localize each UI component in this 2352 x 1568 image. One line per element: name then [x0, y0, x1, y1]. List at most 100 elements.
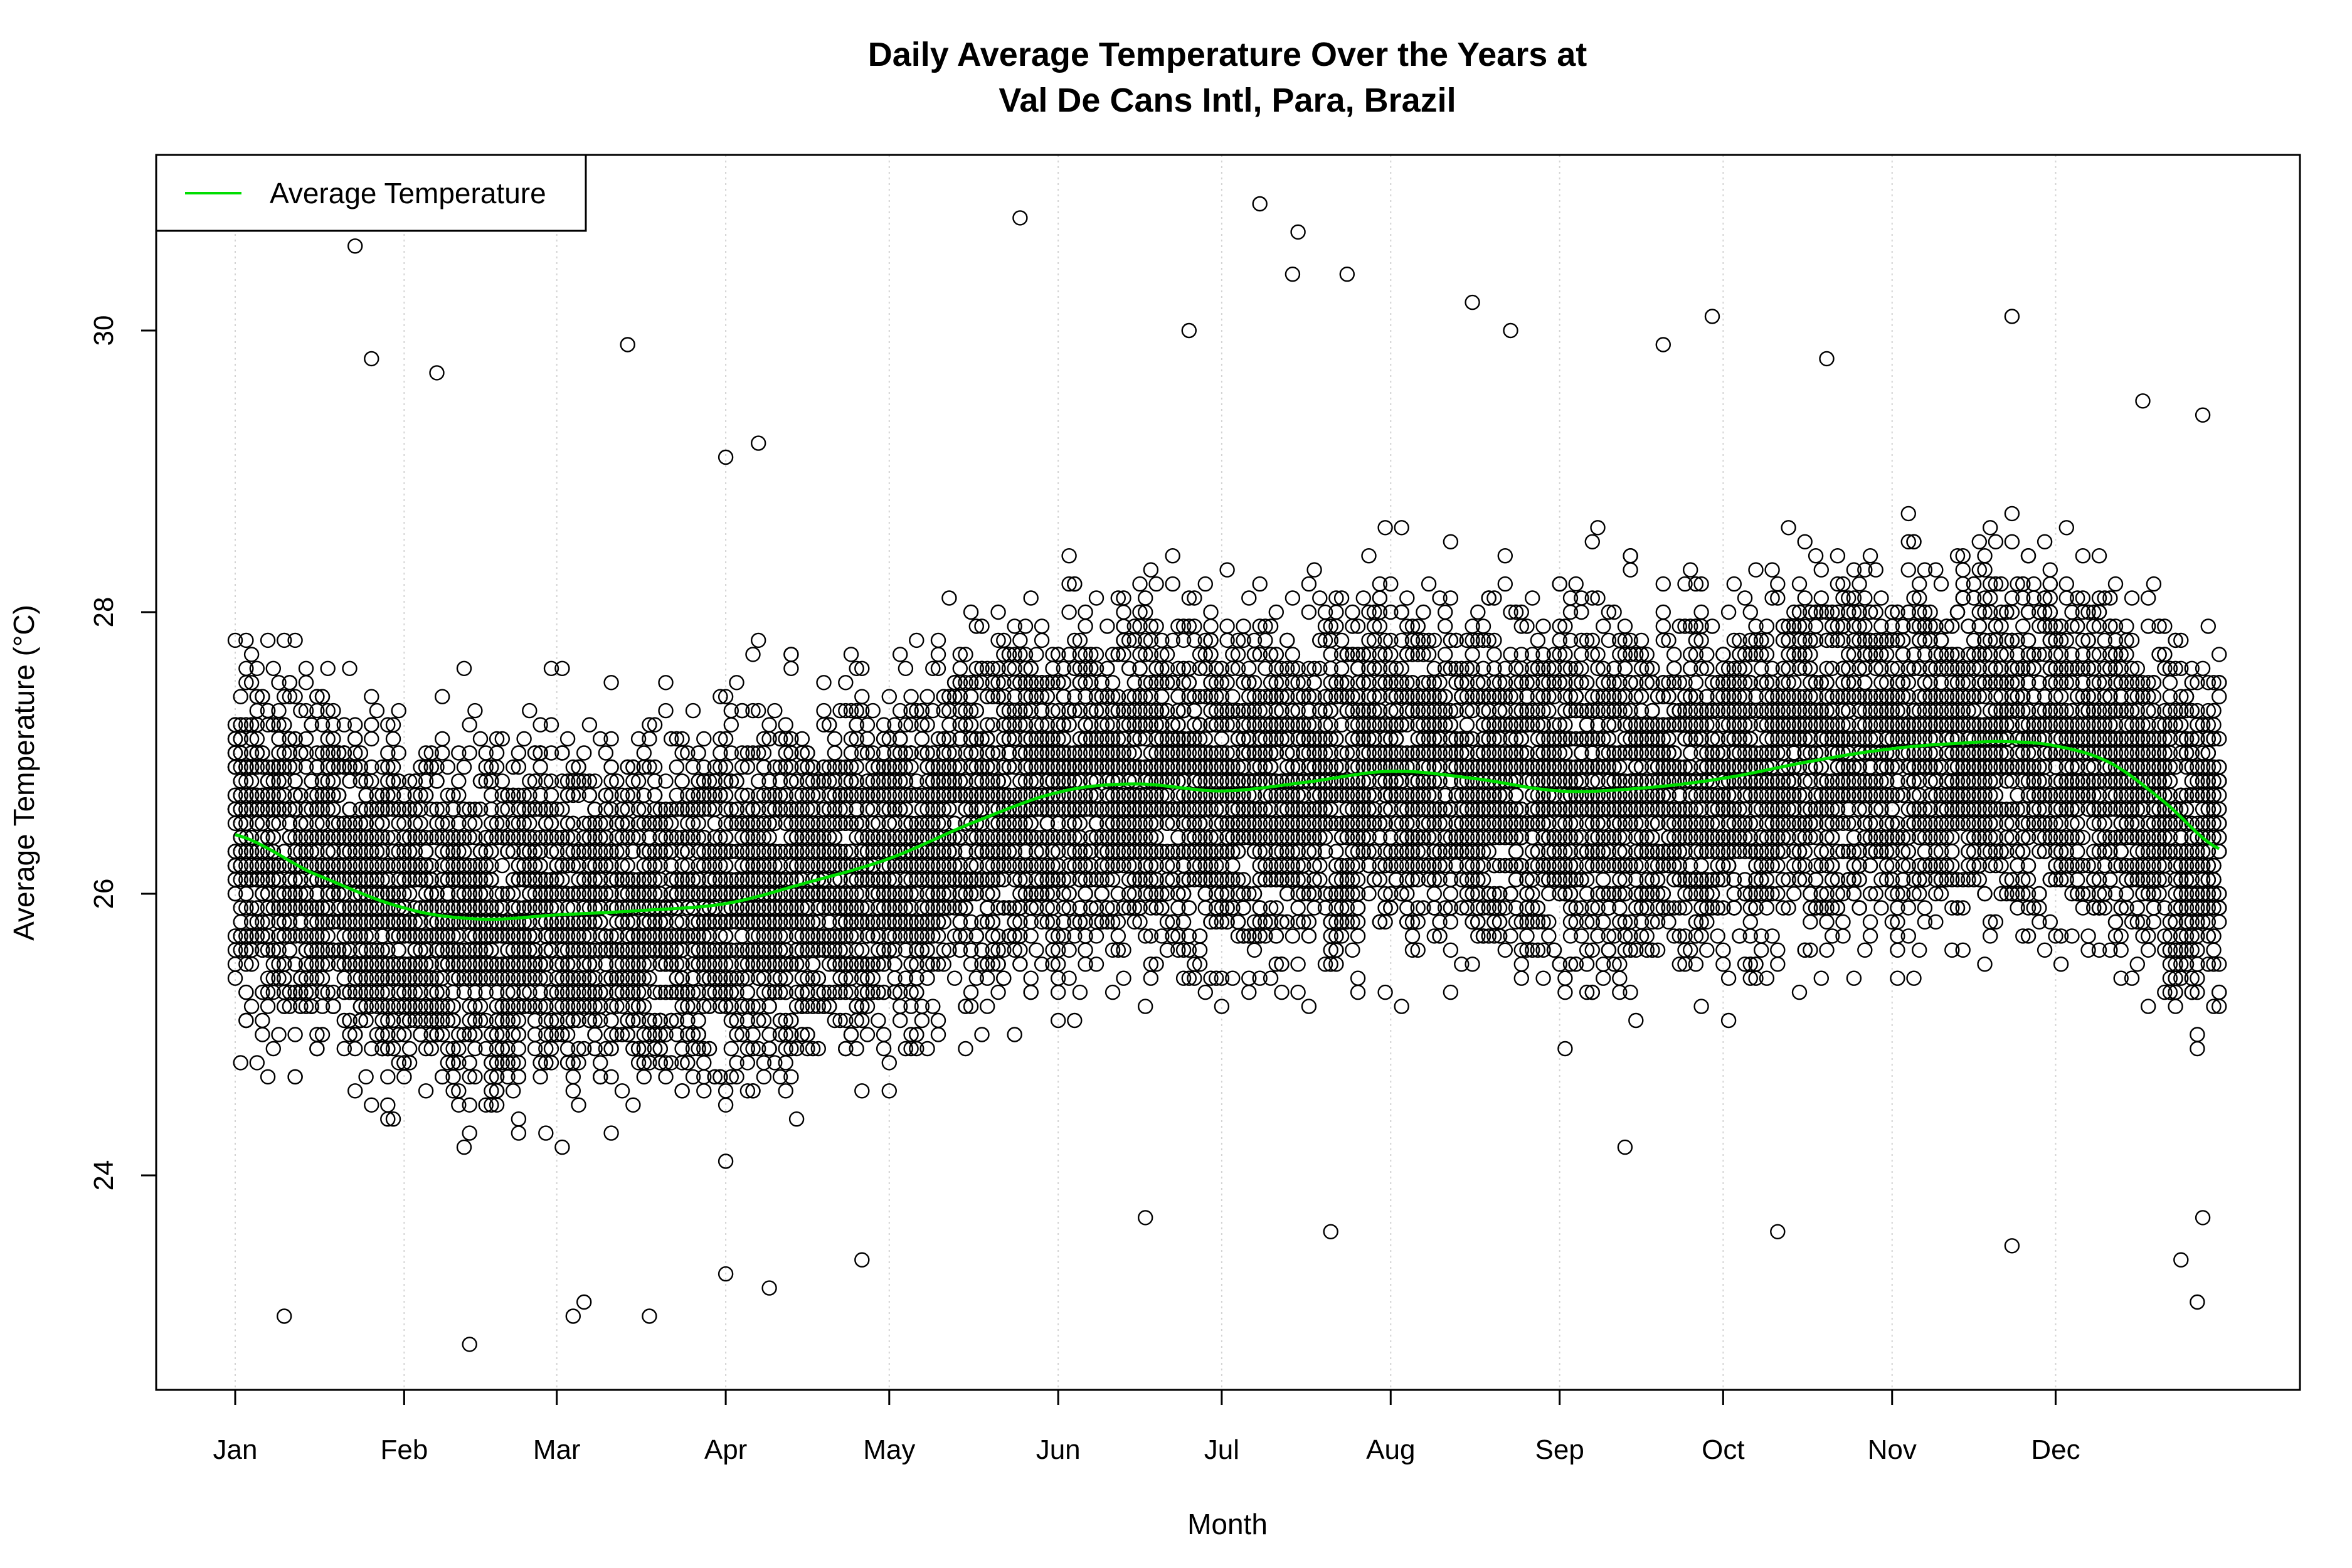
data-point: [385, 731, 401, 747]
data-point: [298, 759, 314, 775]
data-point: [909, 970, 924, 986]
data-point: [287, 956, 303, 972]
data-point: [249, 660, 265, 677]
data-point: [271, 702, 287, 719]
data-point: [914, 731, 930, 747]
data-point: [309, 802, 325, 817]
data-point: [265, 970, 281, 986]
data-point: [271, 731, 287, 747]
data-point: [919, 689, 935, 704]
data-point: [467, 702, 483, 719]
data-point: [293, 815, 309, 832]
data-point: [309, 857, 325, 874]
data-point: [255, 942, 270, 958]
data-point: [669, 759, 685, 775]
data-point: [271, 900, 287, 916]
data-point: [636, 787, 652, 803]
data-point: [990, 604, 1006, 620]
data-point: [336, 1012, 352, 1029]
data-point: [336, 857, 352, 874]
data-point: [238, 1012, 254, 1029]
data-point: [472, 731, 489, 747]
data-point: [287, 632, 303, 649]
data-point: [255, 815, 270, 832]
data-point: [265, 717, 281, 733]
data-point: [277, 886, 292, 902]
data-point: [756, 1055, 772, 1071]
data-point: [734, 928, 750, 944]
data-point: [522, 702, 538, 719]
data-point: [745, 1027, 761, 1042]
data-point: [489, 984, 505, 1000]
data-point: [320, 928, 336, 944]
data-point: [265, 872, 281, 887]
data-point: [347, 1041, 363, 1057]
data-point: [892, 999, 908, 1014]
data-point: [892, 702, 908, 719]
data-point: [401, 1041, 418, 1057]
data-point: [255, 689, 270, 704]
data-point: [669, 1027, 685, 1042]
data-point: [756, 759, 772, 775]
data-point: [364, 1097, 379, 1113]
data-point: [326, 942, 341, 958]
data-point: [336, 970, 352, 986]
data-point: [304, 914, 319, 930]
data-point: [772, 773, 788, 789]
data-point: [543, 787, 559, 803]
data-point: [467, 984, 483, 1000]
data-point: [260, 1069, 276, 1085]
data-point: [898, 942, 914, 958]
data-point: [309, 1041, 325, 1057]
data-point: [293, 857, 309, 874]
data-point: [304, 942, 319, 958]
data-point: [287, 928, 303, 944]
data-point: [249, 914, 265, 930]
data-point: [227, 632, 243, 649]
data-point: [843, 647, 859, 662]
data-point: [456, 660, 472, 677]
data-point: [761, 1027, 777, 1042]
data-point: [587, 802, 603, 817]
data-point: [593, 1069, 608, 1085]
data-point: [445, 802, 461, 817]
data-point: [946, 970, 963, 986]
data-point: [233, 914, 248, 930]
data-point: [511, 1125, 527, 1141]
data-point: [342, 759, 358, 775]
data-point: [516, 731, 532, 747]
data-point: [326, 745, 341, 761]
data-point: [260, 857, 276, 874]
data-point: [881, 1083, 898, 1099]
data-point: [968, 970, 985, 986]
data-point: [642, 731, 657, 747]
data-point: [331, 759, 347, 775]
data-point: [892, 731, 908, 747]
data-point: [543, 717, 559, 733]
data-point: [958, 844, 973, 859]
data-point: [581, 717, 598, 733]
data-point: [554, 745, 570, 761]
data-point: [718, 1083, 734, 1099]
data-point: [418, 773, 434, 789]
data-point: [304, 970, 319, 986]
data-point: [838, 675, 854, 691]
data-point: [326, 914, 341, 930]
data-point: [979, 999, 995, 1014]
data-point: [418, 1083, 434, 1099]
data-point: [331, 857, 347, 874]
data-point: [914, 999, 930, 1014]
data-point: [445, 1069, 461, 1085]
data-point: [930, 632, 946, 649]
data-point: [364, 759, 379, 775]
data-point: [827, 745, 843, 761]
data-point: [227, 857, 243, 874]
data-point: [614, 1083, 630, 1099]
data-point: [271, 745, 287, 761]
data-point: [532, 759, 548, 775]
data-point: [326, 702, 341, 719]
data-point: [887, 956, 903, 972]
data-point: [506, 1083, 521, 1099]
data-point: [243, 900, 260, 916]
